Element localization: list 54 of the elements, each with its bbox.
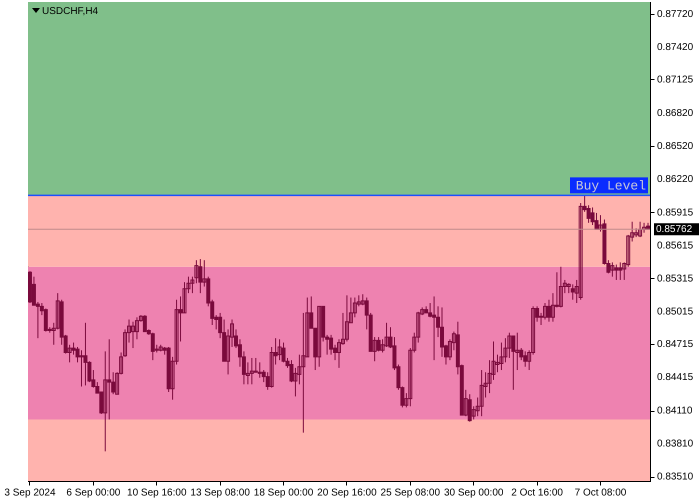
candlestick (150, 332, 155, 361)
x-tick-label: 3 Sep 2024 (4, 488, 56, 498)
y-tick-label: 0.85615 (657, 240, 694, 252)
x-tick-label: 2 Oct 16:00 (511, 488, 564, 498)
candlestick (344, 294, 349, 342)
candlestick (198, 258, 202, 294)
y-tick-label: 0.85015 (657, 306, 694, 318)
y-tick-label: 0.87720 (657, 9, 694, 20)
y-tick-label: 0.85915 (657, 207, 694, 218)
candlestick (142, 314, 147, 332)
candlestick (468, 394, 472, 422)
candlestick (278, 338, 282, 361)
x-tick-label: 30 Sep 00:00 (444, 488, 504, 498)
candlestick (642, 222, 646, 234)
y-tick-label: 0.84110 (657, 406, 693, 417)
candlestick (432, 296, 436, 361)
ref-line-label: Buy Level (576, 178, 646, 194)
y-tick-label: 0.86220 (657, 174, 694, 185)
candlestick (507, 332, 512, 358)
candlestick (511, 335, 516, 390)
ref-line-label: 0.85762 (656, 224, 693, 236)
candlestick (638, 221, 642, 238)
x-tick-label: 7 Oct 08:00 (574, 488, 627, 498)
candlestick (258, 362, 262, 378)
y-tick-label: 0.87420 (657, 42, 694, 54)
y-tick-label: 0.83510 (657, 472, 694, 483)
candlestick (590, 206, 595, 226)
candlestick (250, 357, 254, 385)
candlestick (480, 370, 484, 417)
x-tick-label: 6 Sep 00:00 (66, 488, 121, 498)
candlestick (618, 262, 622, 280)
candlestick (499, 342, 504, 371)
x-tick-label: 10 Sep 16:00 (127, 488, 187, 498)
y-tick-label: 0.84415 (657, 372, 694, 384)
candlestick (570, 284, 575, 300)
x-tick-label: 25 Sep 08:00 (380, 488, 440, 498)
x-tick-label: 13 Sep 08:00 (190, 488, 250, 498)
y-tick-label: 0.85315 (657, 273, 694, 284)
chart-title: USDCHF,H4 (42, 6, 99, 17)
candlestick (80, 350, 84, 388)
x-tick-label: 18 Sep 00:00 (254, 488, 314, 498)
y-tick-label: 0.83810 (657, 438, 694, 450)
candlestick (317, 306, 322, 368)
y-tick-label: 0.86520 (657, 140, 694, 152)
y-tick-label: 0.87125 (657, 74, 694, 86)
candlestick (614, 264, 618, 280)
x-tick-label: 20 Sep 16:00 (317, 488, 378, 498)
candlestick (131, 321, 135, 349)
y-tick-label: 0.86820 (657, 108, 694, 119)
candlestick (558, 266, 563, 308)
candlestick (610, 262, 614, 278)
candlestick (83, 322, 88, 386)
candlestick (523, 350, 528, 368)
y-tick-label: 0.84715 (657, 339, 694, 350)
